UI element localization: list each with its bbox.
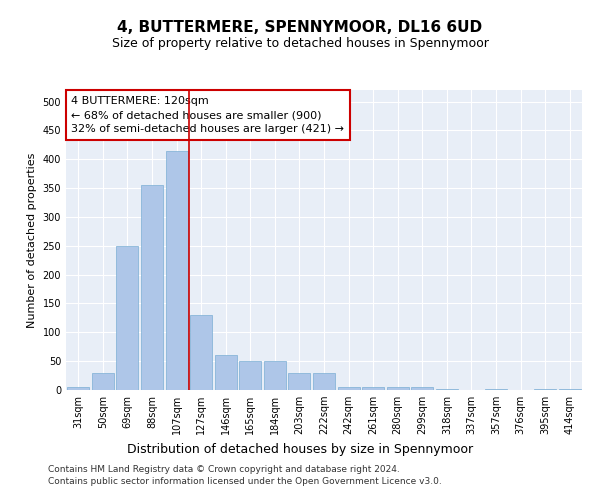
Bar	[166, 150, 188, 390]
Bar	[485, 389, 507, 390]
Bar	[239, 361, 262, 390]
Bar	[338, 387, 359, 390]
Text: Distribution of detached houses by size in Spennymoor: Distribution of detached houses by size …	[127, 442, 473, 456]
Text: Size of property relative to detached houses in Spennymoor: Size of property relative to detached ho…	[112, 38, 488, 51]
Bar	[436, 389, 458, 390]
Bar	[534, 389, 556, 390]
Bar	[264, 361, 286, 390]
Bar	[141, 185, 163, 390]
Text: Contains public sector information licensed under the Open Government Licence v3: Contains public sector information licen…	[48, 477, 442, 486]
Bar	[362, 387, 384, 390]
Bar	[92, 372, 114, 390]
Bar	[190, 315, 212, 390]
Bar	[215, 356, 237, 390]
Bar	[116, 246, 139, 390]
Bar	[313, 372, 335, 390]
Y-axis label: Number of detached properties: Number of detached properties	[27, 152, 37, 328]
Text: 4 BUTTERMERE: 120sqm
← 68% of detached houses are smaller (900)
32% of semi-deta: 4 BUTTERMERE: 120sqm ← 68% of detached h…	[71, 96, 344, 134]
Bar	[386, 387, 409, 390]
Bar	[67, 387, 89, 390]
Bar	[289, 372, 310, 390]
Text: 4, BUTTERMERE, SPENNYMOOR, DL16 6UD: 4, BUTTERMERE, SPENNYMOOR, DL16 6UD	[118, 20, 482, 35]
Bar	[411, 387, 433, 390]
Bar	[559, 389, 581, 390]
Text: Contains HM Land Registry data © Crown copyright and database right 2024.: Contains HM Land Registry data © Crown c…	[48, 466, 400, 474]
